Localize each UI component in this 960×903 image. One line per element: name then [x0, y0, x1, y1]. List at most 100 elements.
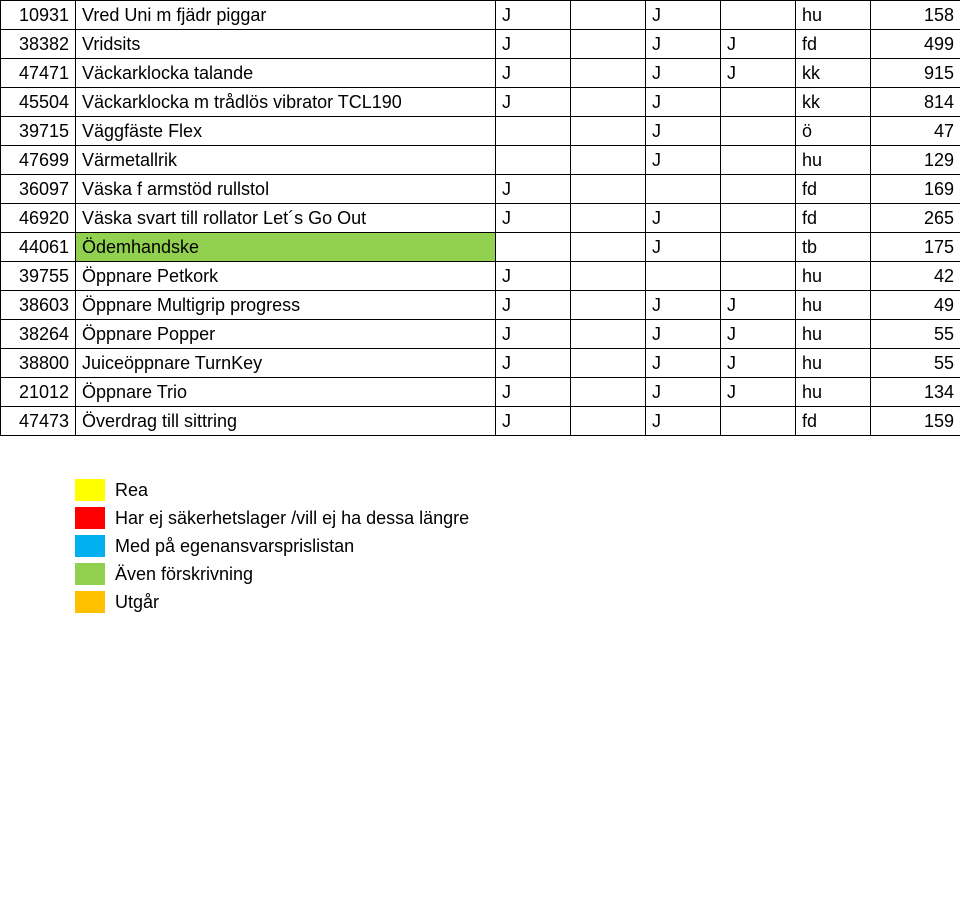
cell-id: 45504 [1, 88, 76, 117]
cell-id: 38382 [1, 30, 76, 59]
cell-id: 46920 [1, 204, 76, 233]
cell-col6: J [721, 291, 796, 320]
cell-col6: J [721, 378, 796, 407]
cell-category: fd [796, 175, 871, 204]
legend: Rea Har ej säkerhetslager /vill ej ha des… [75, 476, 960, 616]
cell-value: 55 [871, 349, 960, 378]
cell-id: 47471 [1, 59, 76, 88]
cell-id: 36097 [1, 175, 76, 204]
legend-swatch [75, 507, 105, 529]
cell-name: Väska f armstöd rullstol [76, 175, 496, 204]
cell-col4 [571, 349, 646, 378]
cell-category: hu [796, 378, 871, 407]
cell-col3: J [496, 291, 571, 320]
legend-label: Även förskrivning [115, 564, 253, 585]
cell-col6 [721, 407, 796, 436]
cell-name: Juiceöppnare TurnKey [76, 349, 496, 378]
cell-value: 499 [871, 30, 960, 59]
table-row: 39715Väggfäste FlexJö47 [1, 117, 960, 146]
cell-category: hu [796, 262, 871, 291]
cell-col5: J [646, 88, 721, 117]
cell-col6 [721, 233, 796, 262]
cell-category: ö [796, 117, 871, 146]
cell-col5 [646, 262, 721, 291]
cell-col3: J [496, 378, 571, 407]
cell-name: Öppnare Petkork [76, 262, 496, 291]
cell-col3: J [496, 320, 571, 349]
legend-item: Med på egenansvarsprislistan [75, 532, 960, 560]
cell-value: 175 [871, 233, 960, 262]
legend-swatch [75, 591, 105, 613]
table-row: 36097Väska f armstöd rullstolJfd169 [1, 175, 960, 204]
cell-name: Väggfäste Flex [76, 117, 496, 146]
cell-col6: J [721, 30, 796, 59]
cell-name: Väska svart till rollator Let´s Go Out [76, 204, 496, 233]
cell-col6 [721, 117, 796, 146]
cell-category: fd [796, 407, 871, 436]
table-row: 45504Väckarklocka m trådlös vibrator TCL… [1, 88, 960, 117]
cell-col3: J [496, 407, 571, 436]
table-row: 38382VridsitsJJJfd499 [1, 30, 960, 59]
cell-name: Värmetallrik [76, 146, 496, 175]
legend-item: Rea [75, 476, 960, 504]
cell-id: 38264 [1, 320, 76, 349]
cell-col4 [571, 233, 646, 262]
cell-value: 47 [871, 117, 960, 146]
legend-swatch [75, 563, 105, 585]
cell-col4 [571, 291, 646, 320]
legend-item: Utgår [75, 588, 960, 616]
legend-label: Har ej säkerhetslager /vill ej ha dessa … [115, 508, 469, 529]
cell-col5: J [646, 407, 721, 436]
table-row: 47471Väckarklocka talandeJJJkk915 [1, 59, 960, 88]
cell-col3: J [496, 349, 571, 378]
cell-category: fd [796, 204, 871, 233]
table-row: 39755Öppnare PetkorkJhu42 [1, 262, 960, 291]
legend-label: Rea [115, 480, 148, 501]
cell-col3: J [496, 1, 571, 30]
cell-value: 159 [871, 407, 960, 436]
cell-col6: J [721, 59, 796, 88]
cell-category: hu [796, 146, 871, 175]
legend-swatch [75, 479, 105, 501]
cell-col6: J [721, 320, 796, 349]
cell-col3: J [496, 30, 571, 59]
cell-col6 [721, 262, 796, 291]
table-row: 44061ÖdemhandskeJtb175 [1, 233, 960, 262]
cell-id: 38603 [1, 291, 76, 320]
cell-id: 38800 [1, 349, 76, 378]
cell-id: 47699 [1, 146, 76, 175]
legend-item: Även förskrivning [75, 560, 960, 588]
cell-name: Vred Uni m fjädr piggar [76, 1, 496, 30]
cell-id: 39715 [1, 117, 76, 146]
cell-col5: J [646, 378, 721, 407]
cell-col5: J [646, 233, 721, 262]
cell-col6 [721, 88, 796, 117]
cell-id: 44061 [1, 233, 76, 262]
cell-col4 [571, 30, 646, 59]
cell-col4 [571, 204, 646, 233]
table-row: 38800Juiceöppnare TurnKeyJJJhu55 [1, 349, 960, 378]
cell-col5: J [646, 320, 721, 349]
cell-col3: J [496, 175, 571, 204]
cell-col6 [721, 204, 796, 233]
cell-col4 [571, 117, 646, 146]
spreadsheet: 10931Vred Uni m fjädr piggarJJhu15838382… [0, 0, 960, 616]
cell-value: 915 [871, 59, 960, 88]
cell-value: 169 [871, 175, 960, 204]
table-row: 47473Överdrag till sittringJJfd159 [1, 407, 960, 436]
cell-col4 [571, 88, 646, 117]
cell-col5 [646, 175, 721, 204]
cell-col3: J [496, 204, 571, 233]
cell-name: Vridsits [76, 30, 496, 59]
cell-value: 49 [871, 291, 960, 320]
cell-name: Överdrag till sittring [76, 407, 496, 436]
cell-col5: J [646, 30, 721, 59]
cell-value: 265 [871, 204, 960, 233]
legend-label: Utgår [115, 592, 159, 613]
cell-category: tb [796, 233, 871, 262]
cell-col3: J [496, 262, 571, 291]
cell-col4 [571, 175, 646, 204]
cell-id: 21012 [1, 378, 76, 407]
cell-col3: J [496, 59, 571, 88]
legend-item: Har ej säkerhetslager /vill ej ha dessa … [75, 504, 960, 532]
